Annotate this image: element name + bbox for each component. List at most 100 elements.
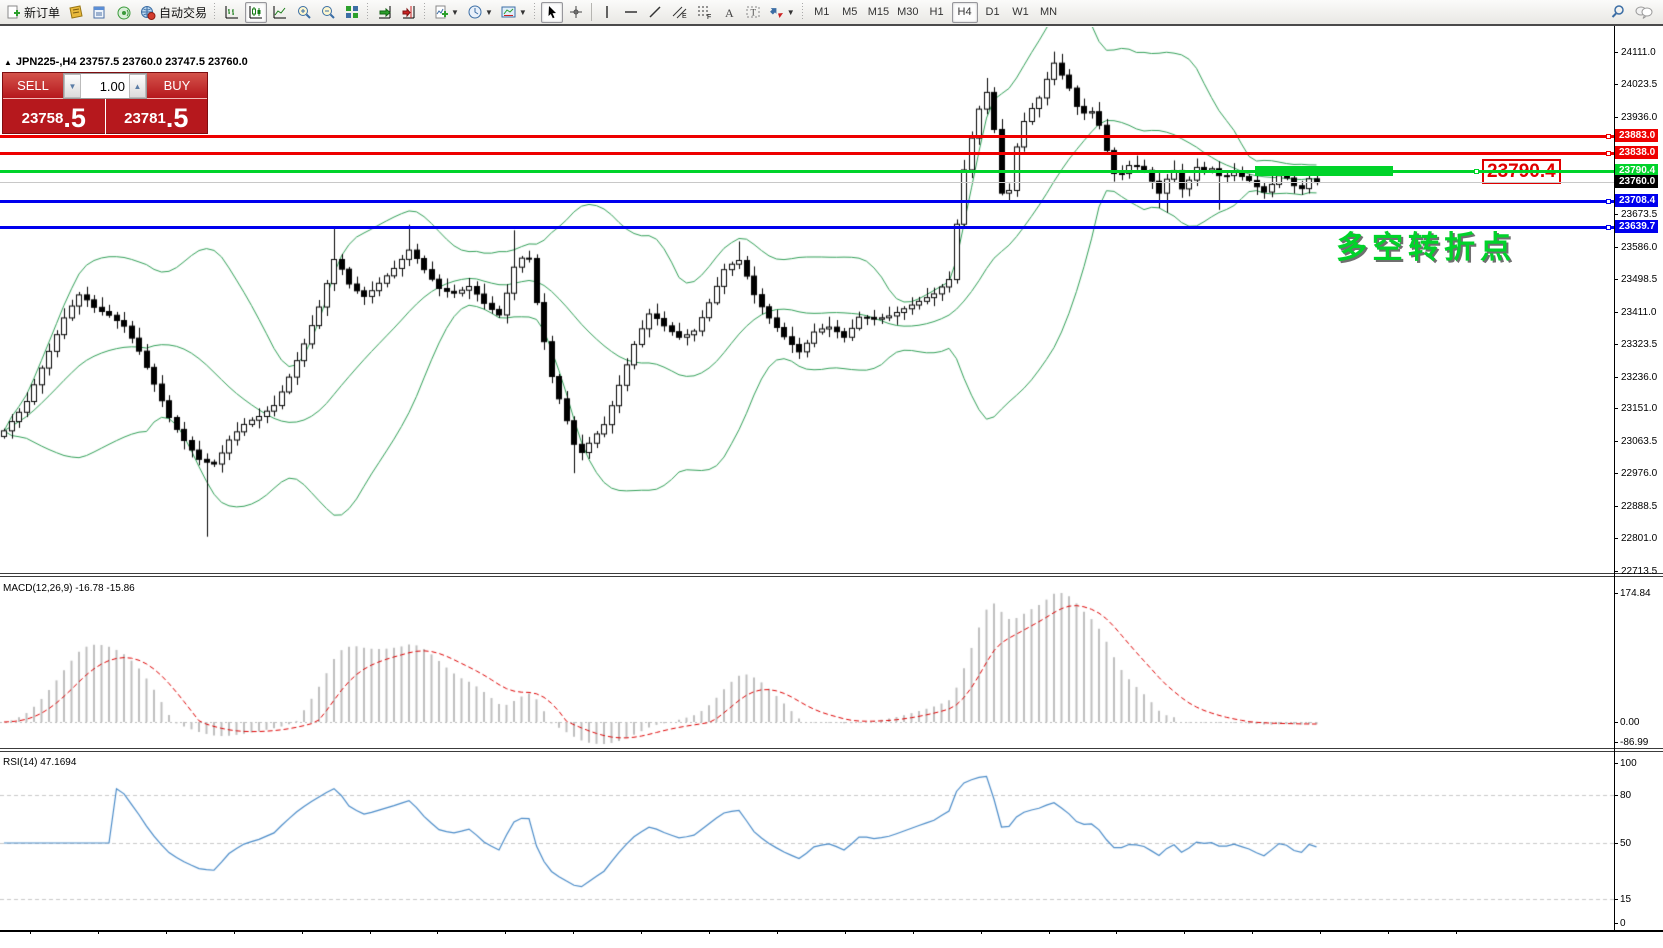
axis-tick-mark <box>1184 930 1186 934</box>
buy-price-frac: .5 <box>165 103 189 133</box>
horizontal-level-line[interactable] <box>0 200 1614 204</box>
price-axis-label: 23236.0 <box>1621 371 1658 383</box>
price-divider <box>104 99 106 134</box>
auto-scroll-button[interactable] <box>374 2 396 23</box>
axis-tick-mark <box>1614 376 1618 378</box>
macd-axis-label: 0.00 <box>1620 717 1640 728</box>
arrows-button[interactable]: ▼ <box>767 2 798 23</box>
timeframe-d1-button[interactable]: D1 <box>985 6 1000 18</box>
templates-button[interactable]: ▼ <box>498 2 530 23</box>
timeframe-m1-button[interactable]: M1 <box>814 6 830 18</box>
tile-windows-button[interactable] <box>341 2 363 23</box>
pane-separator-macd[interactable] <box>0 573 1663 577</box>
equidistant-channel-button[interactable]: E <box>668 2 691 23</box>
main-toolbar: 新订单 自动交易 <box>0 0 1663 26</box>
axis-tick-mark <box>1614 51 1618 53</box>
market-watch-icon <box>68 4 84 20</box>
timeframe-mn-button[interactable]: MN <box>1039 6 1058 18</box>
price-axis-label: 23936.0 <box>1621 111 1658 123</box>
line-anchor-handle[interactable] <box>1606 134 1611 140</box>
trendline-icon <box>647 4 663 20</box>
search-button[interactable] <box>1607 2 1629 23</box>
price-axis-label: 23063.5 <box>1621 435 1658 447</box>
horizontal-level-line[interactable] <box>0 169 1614 173</box>
buy-price[interactable]: 23781.5 <box>106 99 208 134</box>
fibonacci-button[interactable]: F <box>693 2 716 23</box>
new-order-button[interactable]: 新订单 <box>3 2 63 23</box>
buy-price-main: 23781 <box>124 110 166 127</box>
axis-tick-mark <box>709 930 710 934</box>
panel-collapse-icon[interactable]: ▲ <box>4 57 12 67</box>
timeframe-m5-button[interactable]: M5 <box>842 6 858 18</box>
timeframe-w1-button[interactable]: W1 <box>1012 6 1029 18</box>
market-watch-button[interactable] <box>65 2 87 23</box>
volume-input[interactable] <box>81 74 129 98</box>
axis-tick-mark <box>844 930 846 934</box>
axis-tick-mark <box>165 930 167 934</box>
price-axis-label: 23151.0 <box>1621 403 1658 415</box>
axis-tick-mark <box>1048 930 1050 934</box>
bar-chart-icon <box>224 4 240 20</box>
price-chart-canvas[interactable] <box>0 27 1614 573</box>
volume-decrease-button[interactable]: ▼ <box>64 74 81 98</box>
community-chat-button[interactable] <box>1631 2 1657 23</box>
line-anchor-handle[interactable] <box>1606 224 1611 230</box>
data-window-button[interactable] <box>89 2 111 23</box>
chart-shift-button[interactable] <box>398 2 420 23</box>
line-anchor-handle[interactable] <box>1606 199 1611 205</box>
vertical-line-button[interactable] <box>596 2 618 23</box>
horizontal-level-line[interactable] <box>0 135 1614 139</box>
signals-icon <box>116 5 132 20</box>
trendline-button[interactable] <box>644 2 666 23</box>
horizontal-level-line[interactable] <box>0 182 1614 183</box>
zoom-out-button[interactable] <box>317 2 339 23</box>
text-icon: A <box>722 5 736 20</box>
volume-increase-button[interactable]: ▲ <box>129 74 146 98</box>
axis-tick-mark <box>1614 593 1618 594</box>
chart-shift-icon <box>401 4 417 20</box>
pane-separator-rsi[interactable] <box>0 748 1663 752</box>
line-chart-icon <box>272 4 288 20</box>
equidistant-channel-icon: E <box>671 4 688 20</box>
price-axis-label: 23498.5 <box>1621 274 1658 286</box>
axis-tick-mark <box>573 930 575 934</box>
timeframe-h4-button[interactable]: H4 <box>951 1 978 23</box>
signals-button[interactable] <box>113 2 135 23</box>
autotrading-button[interactable]: 自动交易 <box>137 2 210 23</box>
rsi-pane-canvas[interactable] <box>0 752 1614 930</box>
text-button[interactable]: A <box>718 2 740 23</box>
timeframe-m15-button[interactable]: M15 <box>867 6 890 18</box>
periods-button[interactable]: ▼ <box>464 2 496 23</box>
sell-price[interactable]: 23758.5 <box>3 99 105 134</box>
indicators-button[interactable]: ▼ <box>431 2 462 23</box>
sell-price-main: 23758 <box>21 110 64 127</box>
macd-axis-label: -86.99 <box>1620 737 1649 748</box>
axis-tick-mark <box>1614 843 1618 844</box>
zoom-in-button[interactable] <box>293 2 315 23</box>
price-axis-label: 23586.0 <box>1621 241 1658 253</box>
horizontal-level-line[interactable] <box>0 225 1614 229</box>
line-chart-button[interactable] <box>269 2 291 23</box>
macd-pane-canvas[interactable] <box>0 577 1614 748</box>
candlestick-chart-button[interactable] <box>245 1 268 23</box>
price-axis-label: 22713.5 <box>1621 565 1658 577</box>
timeframe-m30-button[interactable]: M30 <box>897 6 919 18</box>
axis-tick-mark <box>1614 311 1618 313</box>
cursor-button[interactable] <box>540 1 563 23</box>
buy-button[interactable]: BUY <box>147 73 207 99</box>
line-anchor-handle[interactable] <box>1606 151 1611 157</box>
svg-text:T: T <box>750 8 756 18</box>
horizontal-line-button[interactable] <box>620 2 642 23</box>
line-anchor-handle[interactable] <box>1474 168 1479 174</box>
text-label-button[interactable]: T <box>742 2 765 23</box>
timeframe-h1-button[interactable]: H1 <box>929 6 944 18</box>
sell-button[interactable]: SELL <box>3 73 63 99</box>
bar-chart-button[interactable] <box>221 2 243 23</box>
horizontal-level-line[interactable] <box>0 152 1614 156</box>
turning-point-annotation[interactable]: 多空转折点 <box>1336 230 1516 265</box>
dropdown-caret-icon: ▼ <box>484 7 493 17</box>
rsi-axis-label: 100 <box>1620 758 1637 769</box>
toolbar-grip <box>424 3 428 21</box>
crosshair-button[interactable] <box>565 2 587 23</box>
